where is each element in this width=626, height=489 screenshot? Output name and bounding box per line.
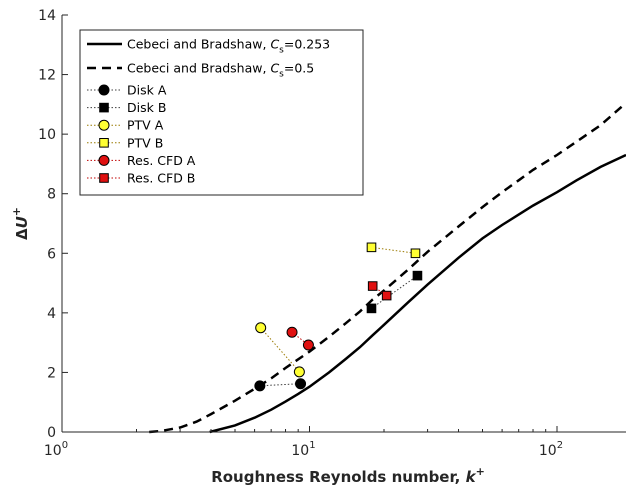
legend-series-marker xyxy=(99,102,109,113)
legend-series-label: Disk A xyxy=(127,83,167,98)
series-4 xyxy=(366,242,421,259)
series-layer xyxy=(254,242,423,392)
y-tick-label: 10 xyxy=(38,127,56,143)
y-tick-label: 0 xyxy=(47,425,56,441)
legend-series-label: Res. CFD A xyxy=(127,153,196,168)
y-axis-title: ΔU+ xyxy=(10,207,31,240)
y-tick-label: 12 xyxy=(38,68,56,84)
y-tick-label: 2 xyxy=(47,365,56,381)
legend-box xyxy=(79,29,364,196)
y-tick-label: 8 xyxy=(47,187,56,203)
data-point-5-1 xyxy=(286,326,298,338)
legend-series-marker xyxy=(99,173,109,183)
y-tick-label: 14 xyxy=(38,8,56,24)
legend-series-marker xyxy=(99,138,109,148)
legend-series-marker xyxy=(98,154,110,166)
x-tick-label: 101 xyxy=(291,440,315,459)
series-connector xyxy=(260,327,300,373)
legend-curve-label: Cebeci and Bradshaw, Cs=0.5 xyxy=(127,61,314,80)
data-point-4-1 xyxy=(366,242,377,253)
curve-line-2 xyxy=(149,101,626,434)
data-point-6-1 xyxy=(367,281,378,291)
series-5 xyxy=(286,326,314,351)
legend-series-marker xyxy=(98,84,110,96)
legend-series-marker xyxy=(98,119,110,131)
data-point-6-2 xyxy=(381,290,392,301)
x-tick-label: 100 xyxy=(44,440,68,459)
x-tick-label: 102 xyxy=(539,440,563,459)
series-connector xyxy=(371,246,416,254)
data-point-5-2 xyxy=(302,339,314,351)
series-connector xyxy=(371,275,418,309)
legend-series-label: PTV B xyxy=(127,135,163,150)
data-point-3-2 xyxy=(293,366,305,378)
curve-line-1 xyxy=(209,153,626,434)
data-point-4-2 xyxy=(410,248,421,259)
data-point-3-1 xyxy=(255,322,267,334)
series-3 xyxy=(255,322,305,378)
y-tick-label: 4 xyxy=(47,306,56,322)
series-1 xyxy=(254,378,307,392)
legend-series-label: Disk B xyxy=(127,100,166,115)
curves-layer xyxy=(149,101,626,434)
data-point-1-2 xyxy=(295,378,307,390)
legend-series-label: PTV A xyxy=(127,118,164,133)
data-point-1-1 xyxy=(254,380,266,392)
data-point-2-1 xyxy=(366,303,377,314)
legend-series-label: Res. CFD B xyxy=(127,171,195,186)
series-2 xyxy=(366,270,423,314)
data-point-2-2 xyxy=(412,270,423,281)
series-6 xyxy=(367,281,392,301)
y-tick-label: 6 xyxy=(47,246,56,262)
x-axis-title: Roughness Reynolds number, k+ xyxy=(211,465,485,486)
